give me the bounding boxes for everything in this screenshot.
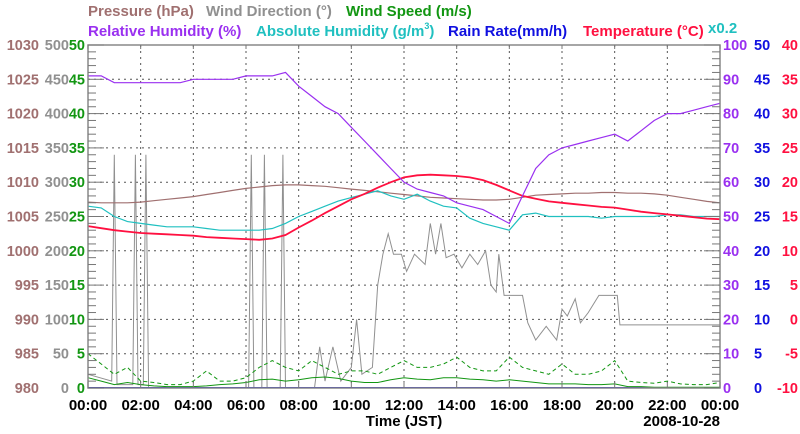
y-tick-label-wind-direction: 500 (45, 38, 69, 54)
y-tick-label-rain-rate: 45 (754, 72, 770, 88)
y-tick-label-pressure: 1010 (7, 175, 39, 191)
x-tick-label: 06:00 (227, 397, 265, 414)
series-wind-direction (87, 154, 720, 389)
y-tick-label-wind-direction: 300 (45, 175, 69, 191)
y-tick-label-rain-rate: 10 (754, 312, 770, 328)
y-tick-label-relative-humidity: 40 (723, 244, 739, 260)
y-tick-label-pressure: 1025 (7, 72, 39, 88)
y-tick-label-wind-speed: 20 (69, 244, 85, 260)
y-tick-label-wind-speed: 35 (69, 141, 85, 157)
y-tick-label-pressure: 980 (15, 381, 39, 397)
y-tick-label-wind-speed: 40 (69, 107, 85, 123)
legend-relative-humidity: Relative Humidity (%) (88, 23, 241, 40)
y-tick-label-pressure: 995 (15, 278, 39, 294)
y-tick-label-wind-speed: 50 (69, 38, 85, 54)
x-axis-label: Time (JST) (366, 413, 442, 430)
series-wind-speed-max (87, 353, 721, 386)
y-tick-label-wind-speed: 15 (69, 278, 85, 294)
y-tick-label-rain-rate: 15 (754, 278, 770, 294)
y-tick-label-temperature: 25 (782, 141, 798, 157)
legend-rain-rate: Rain Rate(mm/h) (448, 23, 567, 40)
y-tick-label-pressure: 990 (15, 312, 39, 328)
y-tick-label-temperature: 10 (782, 244, 798, 260)
axis-ticks: 00:00 02:00 04:00 06:00 08:00 10:00 12:00 14:00… (7, 38, 798, 414)
y-tick-label-relative-humidity: 100 (723, 38, 747, 54)
y-tick-label-wind-speed: 10 (69, 312, 85, 328)
y-tick-label-temperature: 15 (782, 210, 798, 226)
series-absolute-humidity (87, 190, 720, 231)
y-tick-label-wind-direction: 100 (45, 312, 69, 328)
x-tick-label: 12:00 (385, 397, 423, 414)
y-tick-label-rain-rate: 5 (754, 347, 762, 363)
y-tick-label-relative-humidity: 70 (723, 141, 739, 157)
y-tick-label-rain-rate: 50 (754, 38, 770, 54)
y-tick-label-wind-speed: 5 (77, 347, 85, 363)
date-label: 2008-10-28 (643, 413, 720, 430)
y-tick-label-relative-humidity: 20 (723, 312, 739, 328)
y-tick-label-temperature: 20 (782, 175, 798, 191)
y-tick-label-wind-direction: 450 (45, 72, 69, 88)
legend-pressure: Pressure (hPa) (88, 3, 194, 20)
x-tick-label: 16:00 (490, 397, 528, 414)
y-tick-label-pressure: 1020 (7, 107, 39, 123)
x-tick-label: 18:00 (543, 397, 581, 414)
y-tick-label-pressure: 985 (15, 347, 39, 363)
legend: Pressure (hPa) Wind Direction (°) Wind S… (88, 3, 737, 40)
y-tick-label-wind-direction: 400 (45, 107, 69, 123)
y-tick-label-temperature: -5 (785, 347, 798, 363)
y-tick-label-rain-rate: 0 (754, 381, 762, 397)
y-tick-label-pressure: 1005 (7, 210, 39, 226)
x-tick-label: 22:00 (648, 397, 686, 414)
x-tick-label: 00:00 (701, 397, 739, 414)
y-tick-label-temperature: 0 (790, 312, 798, 328)
y-tick-label-temperature: 40 (782, 38, 798, 54)
y-tick-label-wind-direction: 250 (45, 210, 69, 226)
y-tick-label-pressure: 1030 (7, 38, 39, 54)
x-tick-label: 14:00 (437, 397, 475, 414)
x-tick-label: 20:00 (595, 397, 633, 414)
x-tick-label: 08:00 (279, 397, 317, 414)
series-pressure (87, 184, 721, 204)
y-tick-label-temperature: 5 (790, 278, 798, 294)
legend-abs-humidity-scale: x0.2 (708, 20, 737, 37)
series-temperature (87, 173, 721, 241)
x-tick-label: 02:00 (121, 397, 159, 414)
y-tick-label-relative-humidity: 90 (723, 72, 739, 88)
y-tick-label-temperature: 35 (782, 72, 798, 88)
y-tick-label-relative-humidity: 60 (723, 175, 739, 191)
y-tick-label-wind-direction: 350 (45, 141, 69, 157)
y-tick-label-wind-speed: 45 (69, 72, 85, 88)
y-tick-label-relative-humidity: 30 (723, 278, 739, 294)
y-tick-label-pressure: 1015 (7, 141, 39, 157)
y-tick-label-wind-speed: 25 (69, 210, 85, 226)
legend-temperature: Temperature (°C) (583, 23, 704, 40)
y-tick-label-pressure: 1000 (7, 244, 39, 260)
y-tick-label-temperature: -10 (777, 381, 798, 397)
y-tick-label-relative-humidity: 0 (723, 381, 731, 397)
y-tick-label-relative-humidity: 50 (723, 210, 739, 226)
legend-wind-direction: Wind Direction (°) (206, 3, 332, 20)
y-tick-label-rain-rate: 35 (754, 141, 770, 157)
y-tick-label-temperature: 30 (782, 107, 798, 123)
y-tick-label-wind-direction: 200 (45, 244, 69, 260)
legend-wind-speed: Wind Speed (m/s) (346, 3, 472, 20)
y-tick-label-wind-speed: 30 (69, 175, 85, 191)
y-tick-label-relative-humidity: 80 (723, 107, 739, 123)
x-tick-label: 04:00 (174, 397, 212, 414)
x-tick-label: 10:00 (332, 397, 370, 414)
legend-absolute-humidity: Absolute Humidity (g/m3) (256, 21, 434, 40)
y-tick-label-rain-rate: 40 (754, 107, 770, 123)
y-tick-label-relative-humidity: 10 (723, 347, 739, 363)
y-tick-label-wind-direction: 150 (45, 278, 69, 294)
y-tick-label-rain-rate: 30 (754, 175, 770, 191)
y-tick-label-wind-speed: 0 (77, 381, 85, 397)
y-tick-label-rain-rate: 25 (754, 210, 770, 226)
y-tick-label-rain-rate: 20 (754, 244, 770, 260)
y-tick-label-wind-direction: 0 (61, 381, 69, 397)
x-tick-label: 00:00 (69, 397, 107, 414)
series-relative-humidity (88, 71, 721, 225)
y-tick-label-wind-direction: 50 (53, 347, 69, 363)
